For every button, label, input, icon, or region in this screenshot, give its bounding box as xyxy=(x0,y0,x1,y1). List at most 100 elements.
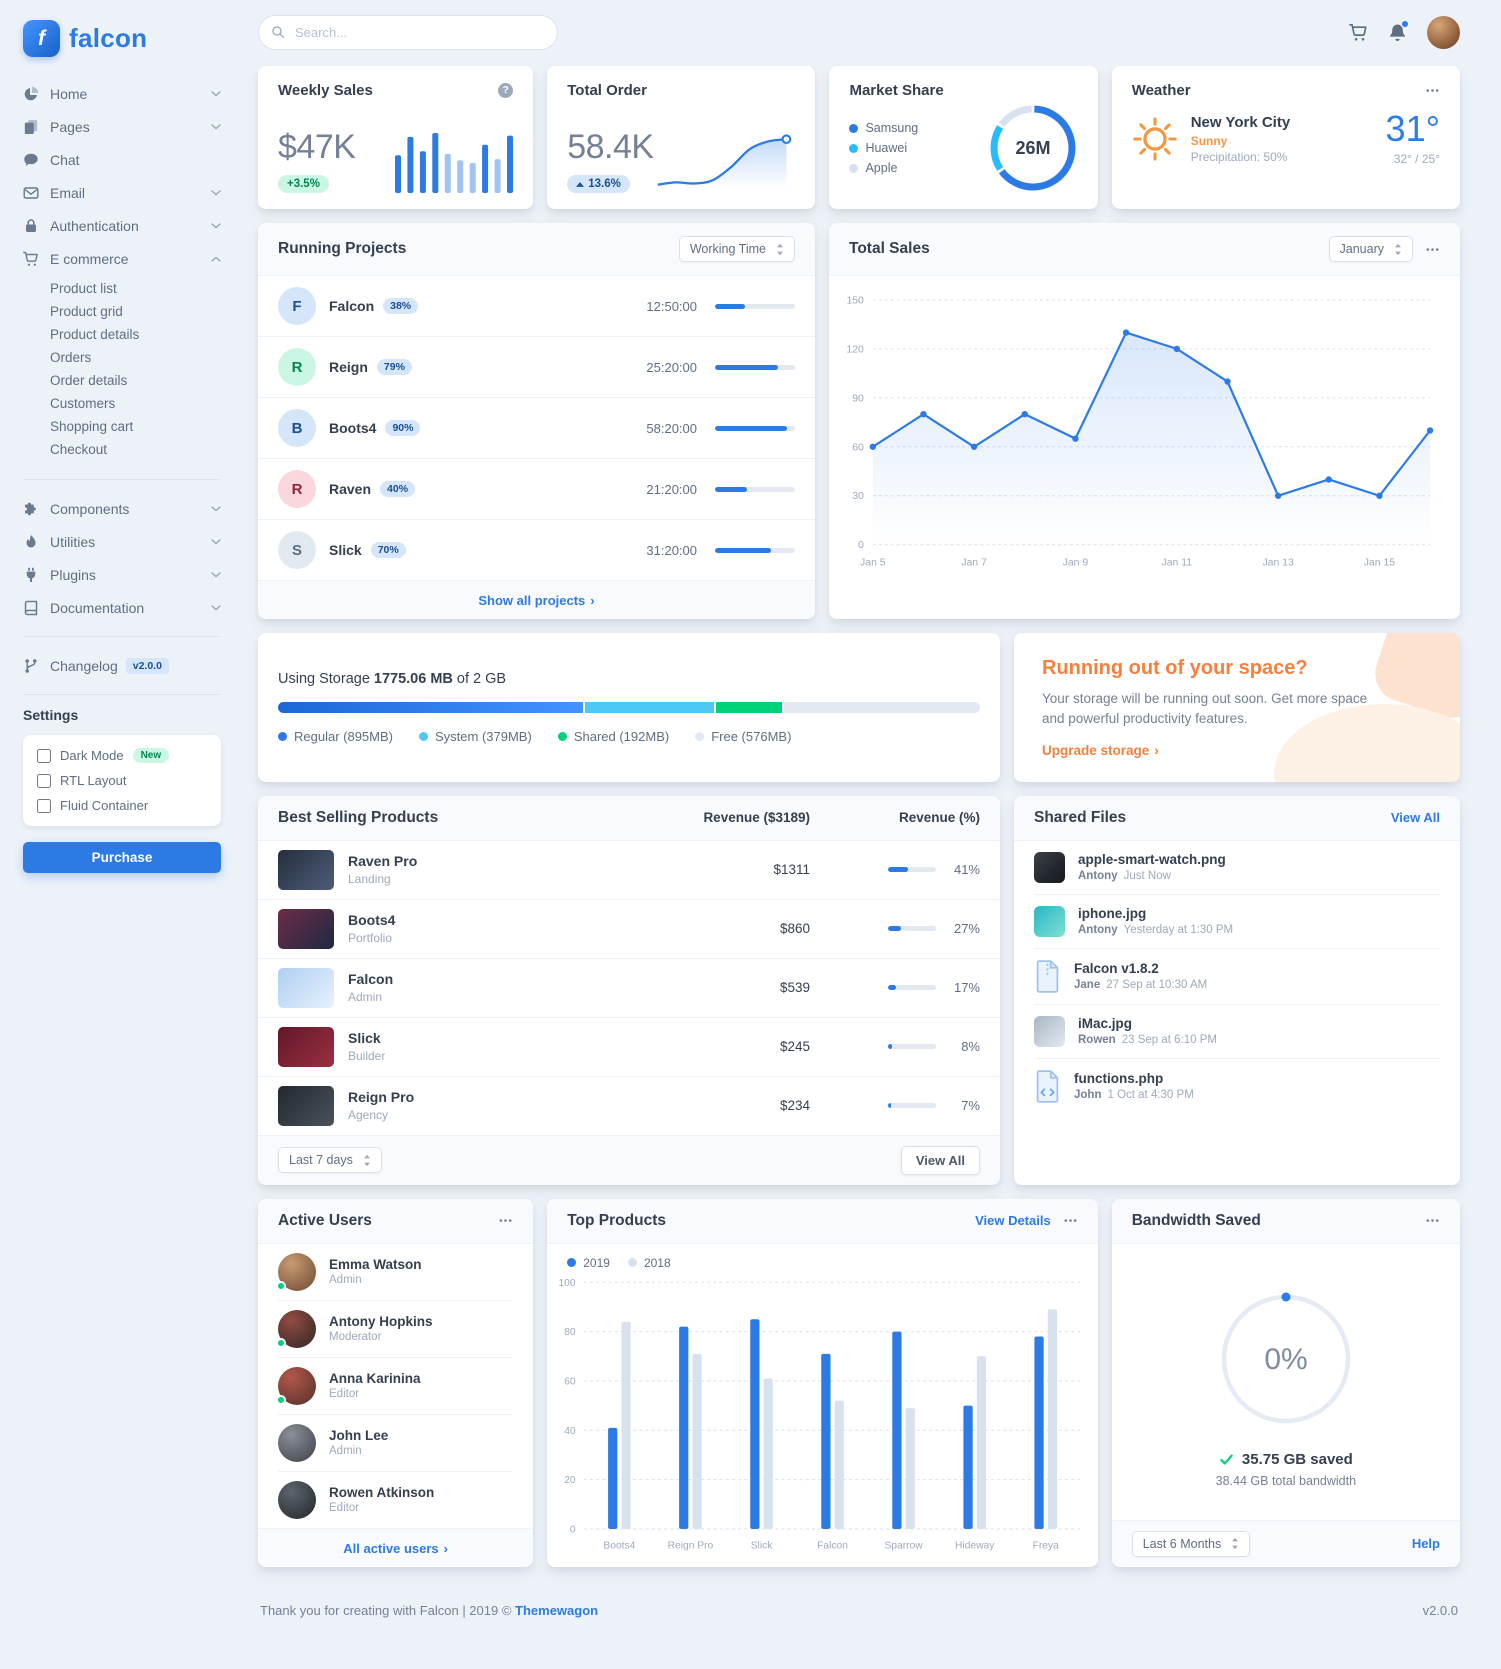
bandwidth-saved-text: 35.75 GB saved xyxy=(1241,1451,1353,1468)
shared-files-card: Shared Files View All apple-smart-watch.… xyxy=(1014,795,1460,1185)
plug-icon xyxy=(23,567,39,583)
fluid-container-checkbox[interactable] xyxy=(37,798,51,813)
product-name-link[interactable]: Falcon xyxy=(348,971,394,987)
project-avatar: F xyxy=(278,287,316,325)
month-select[interactable]: January xyxy=(1328,236,1413,262)
svg-text:100: 100 xyxy=(559,1277,576,1288)
sidebar-item-home[interactable]: Home xyxy=(23,77,221,110)
sidebar-item-label: Utilities xyxy=(50,533,96,550)
file-row-falcon-v1-8-2: Falcon v1.8.2 Jane 27 Sep at 10:30 AM xyxy=(1034,949,1440,1005)
sidebar-subitem-checkout[interactable]: Checkout xyxy=(50,442,108,457)
working-time-select[interactable]: Working Time xyxy=(678,236,795,262)
sort-arrows-icon xyxy=(363,1154,371,1167)
shopping-cart-icon[interactable] xyxy=(1349,23,1368,42)
period-select[interactable]: Last 7 days xyxy=(278,1147,382,1173)
sidebar-item-authentication[interactable]: Authentication xyxy=(23,209,221,242)
sidebar-subitem-order-details[interactable]: Order details xyxy=(50,373,128,388)
sidebar-subitem-product-grid[interactable]: Product grid xyxy=(50,304,123,319)
sidebar-item-changelog[interactable]: Changelog v2.0.0 xyxy=(23,649,221,682)
bottom-row: Active Users Emma Watson Admin Antony Hopk… xyxy=(258,1198,1460,1567)
user-name-link[interactable]: Emma Watson xyxy=(329,1257,422,1272)
project-name-link[interactable]: Raven xyxy=(329,481,372,497)
sidebar-item-components[interactable]: Components xyxy=(23,492,221,525)
chevron-down-icon xyxy=(211,603,221,613)
user-name-link[interactable]: Rowen Atkinson xyxy=(329,1485,435,1500)
legend-label: Free (576MB) xyxy=(711,728,792,744)
project-progress-badge: 90% xyxy=(385,420,421,436)
notifications-bell-icon[interactable] xyxy=(1388,19,1409,42)
legend-label: 2018 xyxy=(643,1255,671,1270)
user-avatar[interactable] xyxy=(1427,15,1460,49)
search-input[interactable] xyxy=(258,14,558,50)
file-owner: Antony xyxy=(1078,870,1118,882)
ellipsis-menu-icon[interactable] xyxy=(1425,242,1440,257)
upgrade-storage-link[interactable]: Upgrade storage xyxy=(1042,743,1432,758)
question-icon[interactable] xyxy=(498,83,514,98)
setting-fluid-container[interactable]: Fluid Container xyxy=(37,798,207,813)
setting-rtl-layout[interactable]: RTL Layout xyxy=(37,773,207,788)
ellipsis-menu-icon[interactable] xyxy=(1425,83,1440,98)
sidebar-item-utilities[interactable]: Utilities xyxy=(23,525,221,558)
footer-left: Thank you for creating with Falcon | 201… xyxy=(260,1603,598,1618)
user-name-link[interactable]: Antony Hopkins xyxy=(329,1314,433,1329)
user-name-link[interactable]: John Lee xyxy=(329,1428,389,1443)
sidebar-item-plugins[interactable]: Plugins xyxy=(23,558,221,591)
rtl-layout-checkbox[interactable] xyxy=(37,773,51,788)
sidebar-item-e-commerce[interactable]: E commerce xyxy=(23,242,221,275)
sidebar-item-label: Chat xyxy=(50,151,80,168)
product-percent-bar xyxy=(888,867,936,872)
sidebar-item-pages[interactable]: Pages xyxy=(23,110,221,143)
svg-text:Jan 5: Jan 5 xyxy=(860,558,886,569)
legend-dot-icon xyxy=(557,731,567,741)
market-share-donut-chart: 26M xyxy=(990,105,1076,191)
storage-legend-item: Free (576MB) xyxy=(695,729,791,744)
chevron-down-icon xyxy=(211,188,221,198)
legend-dot-icon xyxy=(627,1258,637,1267)
view-all-files-link[interactable]: View All xyxy=(1390,810,1440,825)
sidebar-subitem-product-details[interactable]: Product details xyxy=(50,327,140,342)
help-link[interactable]: Help xyxy=(1411,1536,1440,1551)
file-time: Yesterday at 1:30 PM xyxy=(1123,924,1234,936)
file-thumbnail xyxy=(1034,851,1065,883)
sidebar-item-documentation[interactable]: Documentation xyxy=(23,591,221,624)
show-all-projects-link[interactable]: Show all projects xyxy=(478,593,594,608)
sidebar-subitem-customers[interactable]: Customers xyxy=(50,396,116,411)
ellipsis-menu-icon[interactable] xyxy=(498,1213,513,1228)
project-name-link[interactable]: Falcon xyxy=(329,298,375,314)
project-name-link[interactable]: Reign xyxy=(329,359,368,375)
product-name-link[interactable]: Slick xyxy=(348,1030,381,1046)
view-all-button[interactable]: View All xyxy=(900,1145,980,1175)
ellipsis-menu-icon[interactable] xyxy=(1063,1213,1078,1228)
sidebar-subitem-orders[interactable]: Orders xyxy=(50,350,92,365)
project-row-slick: S Slick 70% 31:20:00 xyxy=(258,520,815,580)
file-name-link[interactable]: iphone.jpg xyxy=(1078,906,1147,921)
storage-title: Using Storage 1775.06 MB of 2 GB xyxy=(278,671,980,687)
file-name-link[interactable]: apple-smart-watch.png xyxy=(1078,852,1226,867)
project-name-link[interactable]: Boots4 xyxy=(329,420,377,436)
sidebar-item-chat[interactable]: Chat xyxy=(23,143,221,176)
sidebar-subitem-product-list[interactable]: Product list xyxy=(50,281,117,296)
product-row-boots4: Boots4 Portfolio $860 27% xyxy=(258,900,1000,959)
chevron-down-icon xyxy=(211,122,221,132)
file-name-link[interactable]: functions.php xyxy=(1074,1071,1164,1086)
file-name-link[interactable]: Falcon v1.8.2 xyxy=(1074,961,1159,976)
setting-dark-mode[interactable]: Dark Mode New xyxy=(37,748,207,763)
brand[interactable]: f falcon xyxy=(23,20,221,57)
ellipsis-menu-icon[interactable] xyxy=(1425,1213,1440,1228)
themewagon-link[interactable]: Themewagon xyxy=(515,1602,599,1618)
all-active-users-link[interactable]: All active users xyxy=(343,1541,448,1556)
product-name-link[interactable]: Reign Pro xyxy=(348,1089,415,1105)
product-name-link[interactable]: Boots4 xyxy=(348,912,396,928)
project-name-link[interactable]: Slick xyxy=(329,542,362,558)
user-name-link[interactable]: Anna Karinina xyxy=(329,1371,421,1386)
months-select[interactable]: Last 6 Months xyxy=(1131,1530,1251,1557)
sidebar-subitem-shopping-cart[interactable]: Shopping cart xyxy=(50,419,134,434)
view-details-link[interactable]: View Details xyxy=(975,1213,1051,1228)
product-thumbnail xyxy=(278,967,334,1008)
chevron-down-icon xyxy=(211,537,221,547)
dark-mode-checkbox[interactable] xyxy=(37,748,51,763)
sidebar-item-email[interactable]: Email xyxy=(23,176,221,209)
product-name-link[interactable]: Raven Pro xyxy=(348,853,418,869)
file-name-link[interactable]: iMac.jpg xyxy=(1078,1016,1133,1031)
purchase-button[interactable]: Purchase xyxy=(23,842,221,873)
